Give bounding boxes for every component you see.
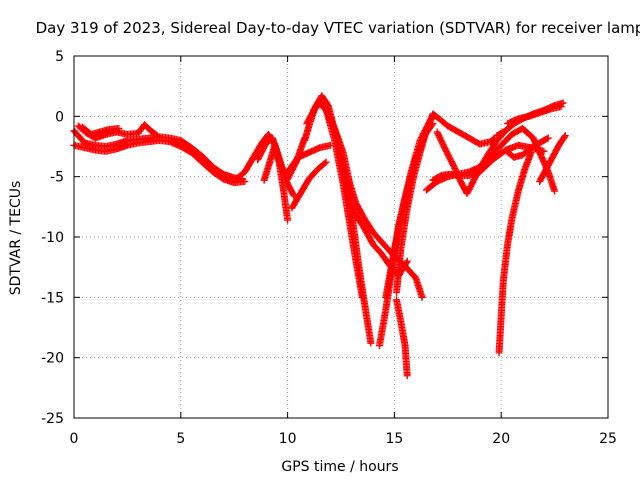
data-point <box>115 124 123 132</box>
series-arc-17 <box>393 110 499 297</box>
data-point <box>284 216 292 224</box>
x-tick-label: 20 <box>492 431 510 447</box>
y-tick-label: -25 <box>41 411 64 427</box>
series-arc-2 <box>70 136 249 187</box>
data-point <box>403 372 411 380</box>
data-point <box>560 133 568 141</box>
series-arc-4 <box>79 123 123 138</box>
x-axis-label: GPS time / hours <box>281 459 398 475</box>
series-arc-16 <box>393 296 411 380</box>
data-point <box>551 187 559 195</box>
data-point <box>289 191 297 199</box>
data-point <box>326 141 334 149</box>
chart-title: Day 319 of 2023, Sidereal Day-to-day VTE… <box>36 19 640 37</box>
data-point <box>153 132 161 140</box>
data-point <box>358 293 366 301</box>
data-point <box>561 132 569 140</box>
data-point <box>402 258 410 266</box>
y-tick-label: -15 <box>41 290 64 306</box>
y-tick-label: -20 <box>41 351 64 367</box>
series-arc-21 <box>495 149 535 357</box>
series-arc-26 <box>501 134 552 161</box>
data-point <box>152 131 160 139</box>
series-arc-24 <box>504 103 565 128</box>
series-arc-22 <box>487 124 559 195</box>
data-point <box>403 257 411 265</box>
series-arc-13 <box>288 158 330 212</box>
y-tick-label: -10 <box>41 230 64 246</box>
series-arc-12 <box>284 141 334 176</box>
axis-ticks: 0 5 10 15 20 25 -25 -20 -15 -10 -5 0 5 <box>41 49 617 447</box>
data-point <box>321 159 329 167</box>
data-point <box>322 158 330 166</box>
data-point <box>543 135 551 143</box>
data-point <box>367 339 375 347</box>
y-axis-label: SDTVAR / TECUs <box>8 181 24 296</box>
series-arc-20 <box>422 151 495 194</box>
grid-lines <box>74 56 608 418</box>
x-tick-label: 25 <box>599 431 617 447</box>
y-tick-label: -5 <box>50 170 64 186</box>
y-tick-label: 0 <box>55 109 64 125</box>
data-point <box>544 134 552 142</box>
data-point <box>418 293 426 301</box>
data-point <box>559 99 567 107</box>
data-layer <box>70 92 569 380</box>
series-arc-3 <box>74 121 161 142</box>
data-point <box>557 103 565 111</box>
x-tick-label: 5 <box>176 431 185 447</box>
data-point <box>241 177 249 185</box>
series-arc-25 <box>536 132 569 185</box>
x-tick-label: 10 <box>279 431 297 447</box>
x-tick-label: 15 <box>385 431 403 447</box>
y-tick-label: 5 <box>55 49 64 65</box>
series-arc-11 <box>335 149 411 280</box>
x-tick-label: 0 <box>70 431 79 447</box>
